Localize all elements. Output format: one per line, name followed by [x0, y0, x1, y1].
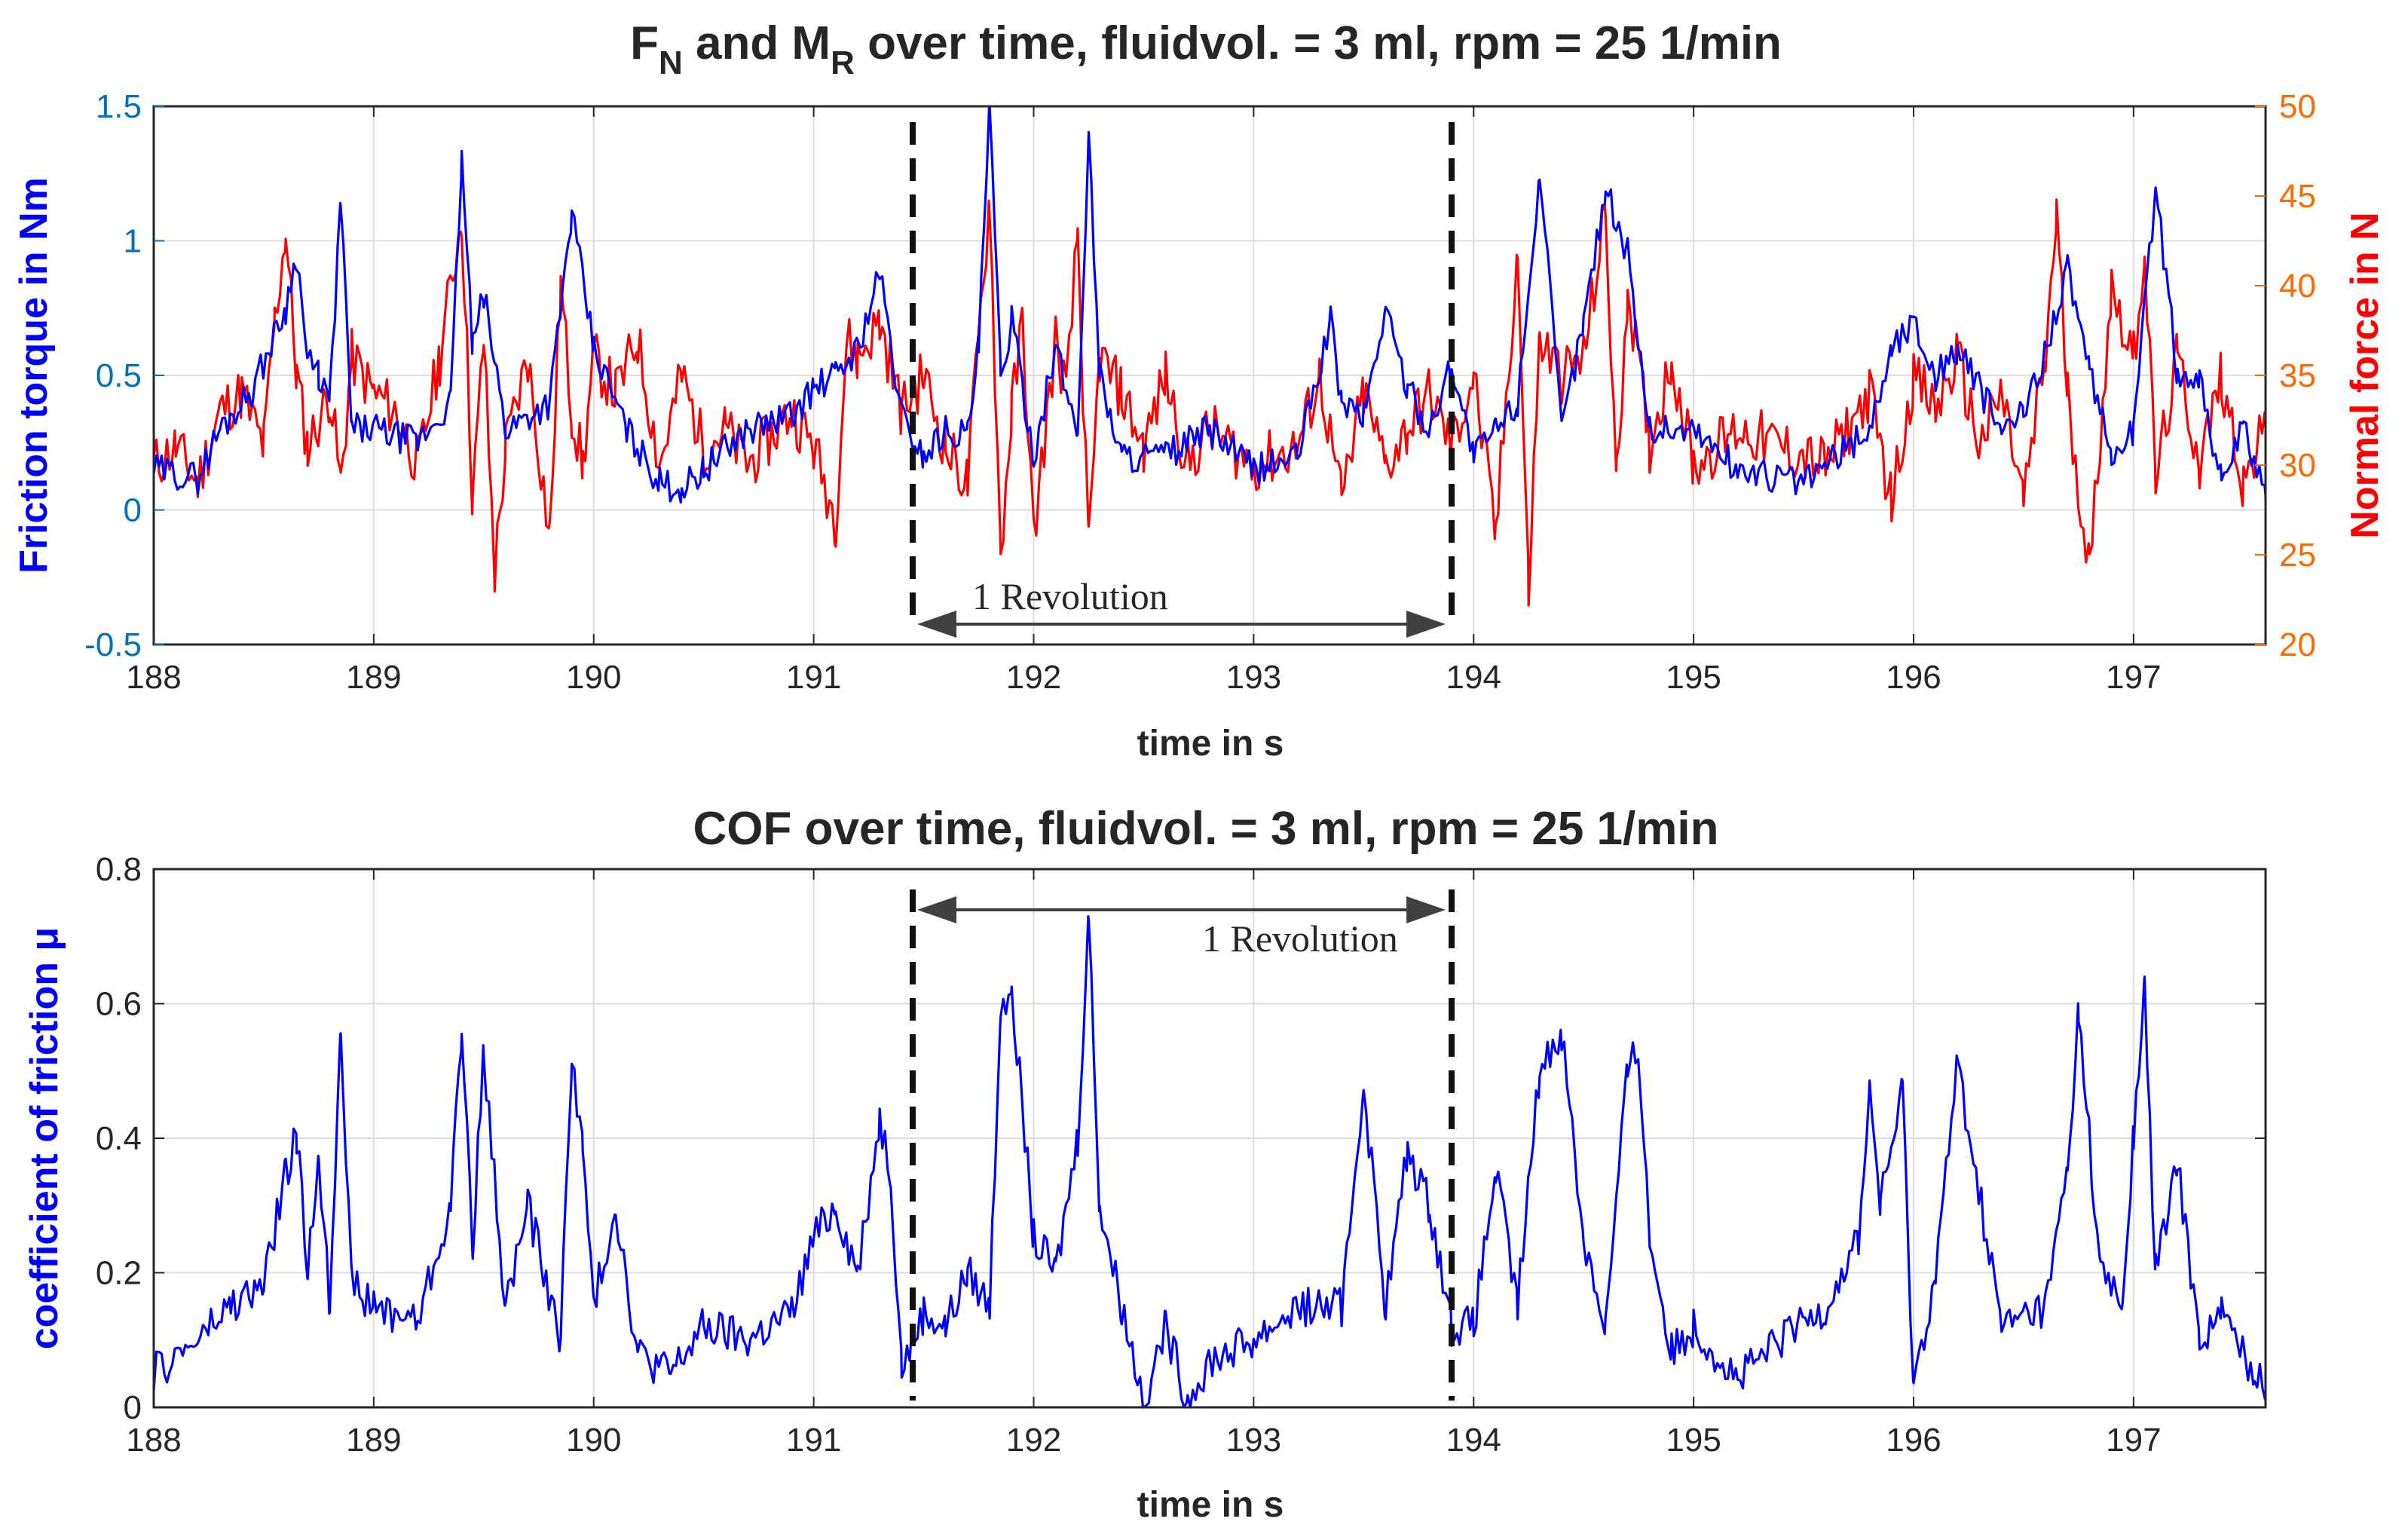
x-tick-label-194: 194	[1446, 659, 1501, 696]
bottom-chart-x-ticks: 188 189 190 191 192 193 194 195 196 197	[126, 869, 2162, 1459]
revolution-arrow-head-right	[1406, 611, 1446, 638]
bottom-chart-title: COF over time, fluidvol. = 3 ml, rpm = 2…	[693, 803, 1719, 855]
y-tick-label-0-8: 0.8	[96, 851, 142, 888]
revolution-arrow-head-left	[916, 896, 956, 923]
y-tick-label-0-6: 0.6	[96, 986, 142, 1023]
revolution-arrow-head-right	[1406, 896, 1446, 923]
top-chart-grid	[153, 106, 2266, 645]
top-chart-right-y-axis-label: Normal force in N	[2343, 212, 2387, 538]
normal-force-series-line	[152, 198, 2267, 607]
x-tick-label-188: 188	[126, 659, 181, 696]
left-y-tick-label-0: 0	[124, 492, 142, 529]
top-chart-right-y-ticks: 50 45 40 35 30 25 20	[2255, 88, 2316, 663]
revolution-annotation-label: 1 Revolution	[1202, 917, 1398, 960]
right-y-tick-label-25: 25	[2279, 537, 2316, 574]
left-y-tick-label-0-5: 0.5	[96, 357, 142, 394]
x-tick-label-191: 191	[786, 1422, 841, 1459]
top-chart-plot-area	[152, 105, 2267, 607]
revolution-annotation-label: 1 Revolution	[972, 575, 1168, 617]
title-fn-main: F	[630, 17, 659, 69]
bottom-chart-revolution-markers	[909, 889, 1455, 1401]
top-chart-left-y-axis-label: Friction torque in Nm	[12, 177, 56, 574]
top-chart-left-y-ticks: 1.5 1 0.5 0 -0.5	[84, 88, 164, 663]
x-tick-label-195: 195	[1666, 1422, 1721, 1459]
title-fn-sub: N	[659, 44, 683, 81]
right-y-tick-label-35: 35	[2279, 357, 2316, 394]
friction-torque-series-line	[152, 105, 2267, 504]
y-tick-label-0-4: 0.4	[96, 1120, 142, 1157]
y-tick-label-0-2: 0.2	[96, 1255, 142, 1292]
bottom-chart: COF over time, fluidvol. = 3 ml, rpm = 2…	[23, 803, 2267, 1525]
top-chart-x-ticks: 188 189 190 191 192 193 194 195 196 197	[126, 106, 2162, 696]
title-mr-sub: R	[831, 44, 855, 81]
revolution-arrow-head-left	[916, 611, 956, 638]
x-tick-label-194: 194	[1446, 1422, 1501, 1459]
bottom-chart-y-axis-label: coefficient of friction μ	[23, 927, 66, 1350]
top-chart-revolution-annotation: 1 Revolution	[916, 575, 1446, 638]
x-tick-label-189: 189	[346, 659, 401, 696]
x-tick-label-192: 192	[1006, 1422, 1061, 1459]
x-tick-label-191: 191	[786, 659, 841, 696]
y-tick-label-0: 0	[124, 1389, 142, 1426]
top-chart-title: FN and MR over time, fluidvol. = 3 ml, r…	[630, 17, 1782, 81]
left-y-tick-label-1-5: 1.5	[96, 88, 142, 125]
left-y-tick-label-0-5: -0.5	[84, 626, 142, 663]
bottom-chart-y-ticks: 0.8 0.6 0.4 0.2 0	[96, 851, 2266, 1426]
title-rest: over time, fluidvol. = 3 ml, rpm = 25 1/…	[855, 17, 1782, 69]
x-tick-label-190: 190	[566, 1422, 621, 1459]
right-y-tick-label-45: 45	[2279, 178, 2316, 215]
x-tick-label-190: 190	[566, 659, 621, 696]
cof-series-line	[152, 915, 2267, 1409]
x-tick-label-192: 192	[1006, 659, 1061, 696]
x-tick-label-189: 189	[346, 1422, 401, 1459]
right-y-tick-label-30: 30	[2279, 447, 2316, 484]
bottom-chart-revolution-annotation: 1 Revolution	[916, 896, 1446, 960]
right-y-tick-label-40: 40	[2279, 268, 2316, 305]
x-tick-label-196: 196	[1886, 659, 1941, 696]
x-tick-label-193: 193	[1226, 1422, 1281, 1459]
x-tick-label-197: 197	[2106, 1422, 2161, 1459]
bottom-chart-plot-area	[152, 915, 2267, 1409]
bottom-chart-x-axis-label: time in s	[1137, 1485, 1284, 1525]
top-chart: FN and MR over time, fluidvol. = 3 ml, r…	[12, 17, 2387, 764]
right-y-tick-label-50: 50	[2279, 88, 2316, 125]
x-tick-label-197: 197	[2106, 659, 2161, 696]
x-tick-label-195: 195	[1666, 659, 1721, 696]
x-tick-label-188: 188	[126, 1422, 181, 1459]
top-chart-revolution-markers	[909, 122, 1455, 626]
title-and-mr: and M	[683, 17, 831, 69]
left-y-tick-label-1: 1	[124, 223, 142, 260]
x-tick-label-193: 193	[1226, 659, 1281, 696]
x-tick-label-196: 196	[1886, 1422, 1941, 1459]
right-y-tick-label-20: 20	[2279, 626, 2316, 663]
top-chart-x-axis-label: time in s	[1137, 724, 1284, 764]
